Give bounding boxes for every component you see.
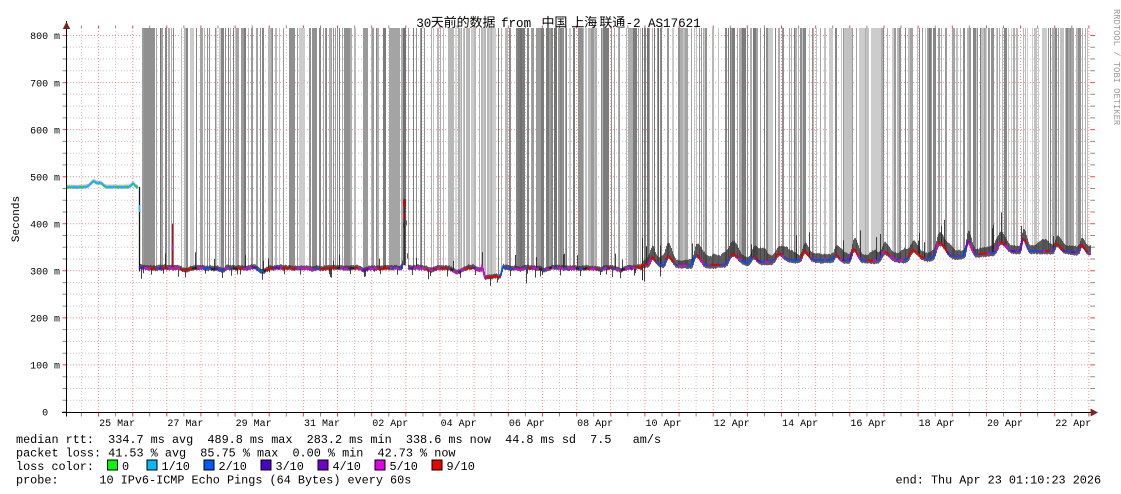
svg-text:100: 100	[30, 362, 48, 373]
svg-text:m: m	[54, 220, 60, 231]
svg-text:200: 200	[30, 315, 48, 326]
svg-text:29 Mar: 29 Mar	[236, 419, 272, 430]
svg-text:800: 800	[30, 32, 48, 43]
svg-text:300: 300	[30, 268, 48, 279]
svg-text:22 Apr: 22 Apr	[1055, 419, 1091, 430]
svg-text:1/10: 1/10	[162, 460, 190, 474]
svg-text:700: 700	[30, 79, 48, 90]
svg-text:m: m	[54, 126, 60, 137]
svg-text:packet loss: 41.53 % avg 85.7: packet loss: 41.53 % avg 85.75 % max 0.0…	[16, 447, 456, 461]
svg-text:14 Apr: 14 Apr	[782, 419, 818, 430]
svg-text:Seconds: Seconds	[11, 196, 23, 242]
svg-text:500: 500	[30, 173, 48, 184]
svg-text:0: 0	[122, 460, 129, 474]
svg-text:m: m	[54, 315, 60, 326]
svg-text:16 Apr: 16 Apr	[850, 419, 886, 430]
svg-text:08 Apr: 08 Apr	[577, 419, 613, 430]
svg-text:AS17621: AS17621	[648, 17, 701, 31]
svg-text:m: m	[54, 173, 60, 184]
svg-text:end: Thu Apr 23 01:10:23 2026: end: Thu Apr 23 01:10:23 2026	[896, 474, 1102, 488]
svg-text:2/10: 2/10	[219, 460, 247, 474]
svg-text:m: m	[54, 32, 60, 43]
svg-text:20 Apr: 20 Apr	[987, 419, 1023, 430]
svg-text:06 Apr: 06 Apr	[509, 419, 545, 430]
svg-text:18 Apr: 18 Apr	[919, 419, 955, 430]
svg-text:0: 0	[42, 409, 48, 420]
svg-text:5/10: 5/10	[390, 460, 418, 474]
svg-text:600: 600	[30, 126, 48, 137]
svg-text:30: 30	[416, 17, 431, 31]
svg-text:-2: -2	[626, 17, 641, 31]
svg-text:median rtt: 334.7 ms avg 489: median rtt: 334.7 ms avg 489.8 ms max 28…	[16, 433, 661, 447]
svg-text:02 Apr: 02 Apr	[372, 419, 408, 430]
svg-text:9/10: 9/10	[447, 460, 475, 474]
svg-text:04 Apr: 04 Apr	[441, 419, 477, 430]
svg-text:25 Mar: 25 Mar	[99, 419, 135, 430]
svg-text:12 Apr: 12 Apr	[714, 419, 750, 430]
svg-text:RRDTOOL / TOBI OETIKER: RRDTOOL / TOBI OETIKER	[1111, 9, 1121, 126]
svg-text:probe:: probe:	[16, 474, 59, 488]
svg-text:10 Apr: 10 Apr	[645, 419, 681, 430]
svg-text:from: from	[501, 17, 531, 31]
svg-text:4/10: 4/10	[333, 460, 361, 474]
svg-text:400: 400	[30, 220, 48, 231]
svg-text:3/10: 3/10	[276, 460, 304, 474]
svg-text:31 Mar: 31 Mar	[304, 419, 340, 430]
svg-text:10 IPv6-ICMP Echo Pings (64 By: 10 IPv6-ICMP Echo Pings (64 Bytes) every…	[99, 474, 411, 488]
svg-text:m: m	[54, 268, 60, 279]
svg-text:27 Mar: 27 Mar	[167, 419, 203, 430]
svg-text:m: m	[54, 362, 60, 373]
svg-text:m: m	[54, 79, 60, 90]
svg-text:loss color:: loss color:	[16, 460, 94, 474]
